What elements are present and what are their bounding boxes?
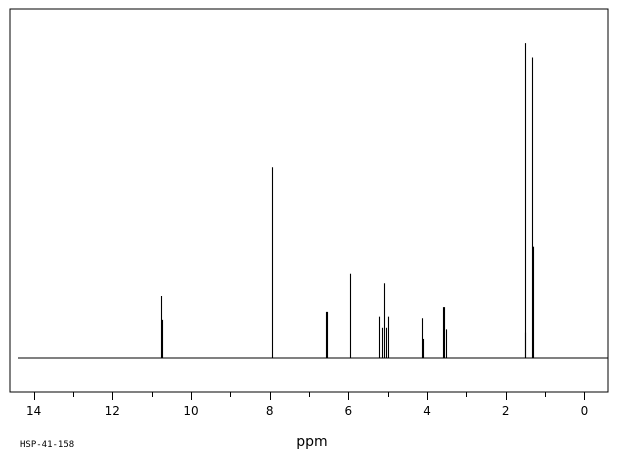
plot-frame [9, 8, 609, 393]
x-axis-title: ppm [296, 434, 327, 450]
tick-label: 2 [502, 404, 510, 418]
spectrum-peaks [160, 43, 535, 358]
tick-label: 0 [581, 404, 589, 418]
tick-label: 10 [183, 404, 198, 418]
tick-label: 14 [26, 404, 41, 418]
tick-label: 12 [105, 404, 120, 418]
sample-id-label: HSP-41-158 [20, 440, 74, 450]
x-axis-ticks [34, 392, 585, 400]
tick-label: 8 [266, 404, 274, 418]
tick-label: 4 [423, 404, 431, 418]
x-axis-tick-labels: 14 12 10 8 6 4 2 0 [26, 404, 588, 418]
tick-label: 6 [345, 404, 353, 418]
